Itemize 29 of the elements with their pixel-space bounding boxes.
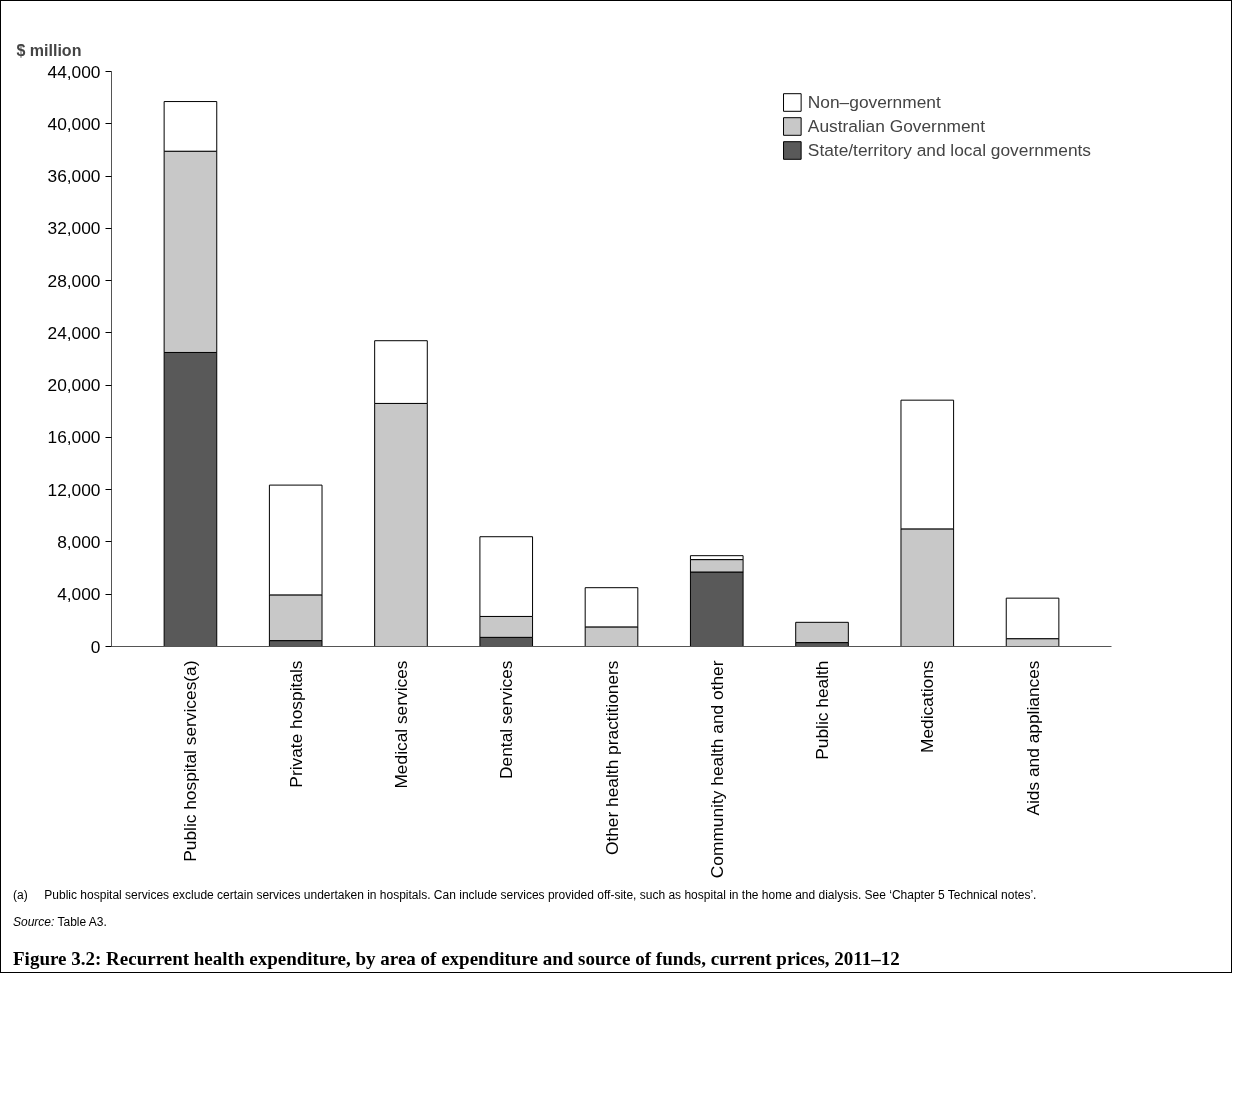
x-tick-label: Community health and other bbox=[706, 660, 727, 879]
x-tick-label: Dental services bbox=[496, 660, 517, 779]
y-tick-label: 24,000 bbox=[47, 322, 101, 343]
y-tick-label: 0 bbox=[90, 636, 101, 657]
y-tick-label: 32,000 bbox=[47, 218, 101, 239]
x-tick-label: Other health practitioners bbox=[601, 660, 622, 856]
x-tick-label: Public hospital services(a) bbox=[180, 660, 201, 862]
y-tick-label: 44,000 bbox=[47, 61, 101, 82]
legend-label: State/territory and local governments bbox=[807, 139, 1091, 161]
source-note: Source: Table A3. bbox=[13, 914, 108, 932]
x-tick-label: Aids and appliances bbox=[1022, 660, 1043, 816]
y-tick-label: 16,000 bbox=[47, 427, 101, 448]
y-tick-label: 36,000 bbox=[47, 166, 101, 187]
y-tick-label: 4,000 bbox=[57, 584, 101, 605]
text: Figure 3.2: Recurrent health expenditure, by area of expenditure and source of funds, current prices, 2011–12 bbox=[13, 947, 900, 972]
y-tick-label: 28,000 bbox=[47, 270, 101, 291]
legend-label: Non–government bbox=[807, 91, 941, 113]
y-tick-label: 40,000 bbox=[47, 113, 101, 134]
y-tick-label: 20,000 bbox=[47, 375, 101, 396]
legend-label: Australian Government bbox=[807, 115, 986, 137]
x-tick-label: Medical services bbox=[390, 660, 411, 789]
x-tick-label: Public health bbox=[812, 660, 833, 760]
x-tick-label: Private hospitals bbox=[285, 660, 306, 788]
y-tick-label: 8,000 bbox=[57, 531, 101, 552]
y-axis-title: $ million bbox=[16, 42, 82, 59]
text: (a) Public hospital services exclude certain services undertaken in hospitals. Can include services provided off-site, such as hospital in the home and dialysis. See ‘Chapter 5 Technical notes’. bbox=[13, 887, 1037, 904]
bar bbox=[795, 621, 849, 644]
x-tick-label: Medications bbox=[917, 660, 938, 753]
y-tick-label: 12,000 bbox=[47, 479, 101, 500]
